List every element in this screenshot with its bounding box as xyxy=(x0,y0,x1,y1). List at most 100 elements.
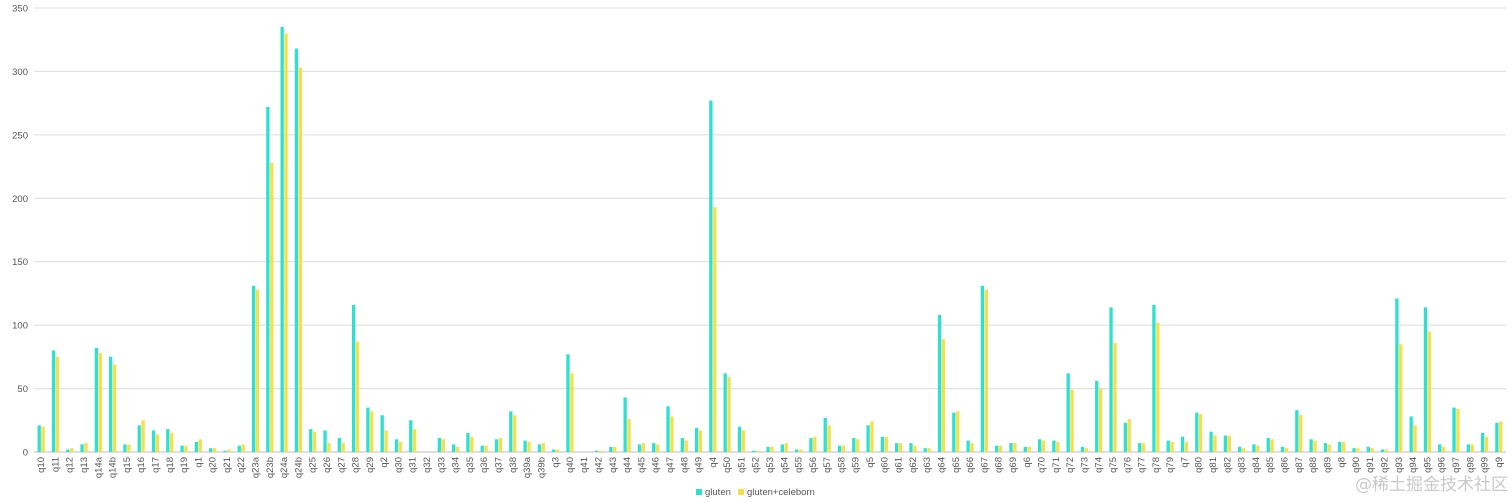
bar-gluten-celeborn xyxy=(784,443,788,452)
x-tick-label: q26 xyxy=(322,457,333,473)
x-tick-label: q43 xyxy=(608,457,619,473)
bar-gluten xyxy=(166,429,170,452)
x-tick-label: q87 xyxy=(1294,457,1305,473)
category-group xyxy=(652,443,660,452)
x-tick-label: q80 xyxy=(1194,457,1205,473)
category-group xyxy=(637,443,645,452)
category-group xyxy=(1052,440,1060,452)
bar-gluten-celeborn xyxy=(1356,448,1360,452)
x-tick-label: q45 xyxy=(636,457,647,473)
x-tick-label: q91 xyxy=(1365,457,1376,473)
x-tick-label: q92 xyxy=(1380,457,1391,473)
category-group xyxy=(1338,441,1346,452)
legend-label: gluten xyxy=(705,487,731,498)
bar-gluten-celeborn xyxy=(127,444,131,452)
category-group xyxy=(1209,431,1217,452)
category-group xyxy=(94,347,102,452)
x-tick-label: q23a xyxy=(251,456,262,478)
x-tick-label: q10 xyxy=(36,457,47,473)
bar-gluten xyxy=(1066,373,1070,452)
bar-gluten-celeborn xyxy=(470,436,474,452)
x-tick-label: q9 xyxy=(1494,457,1505,468)
x-tick-label: q72 xyxy=(1065,457,1076,473)
legend-label: gluten+celeborn xyxy=(747,487,815,498)
bar-gluten-celeborn xyxy=(741,430,746,452)
category-group xyxy=(209,448,217,452)
x-tick-label: q67 xyxy=(979,457,990,473)
bar-gluten xyxy=(80,444,84,452)
category-group xyxy=(266,106,274,452)
category-group xyxy=(609,446,617,452)
bar-gluten xyxy=(109,356,113,452)
bar-gluten-celeborn xyxy=(198,439,202,452)
x-tick-label: q52 xyxy=(751,457,762,473)
bar-gluten xyxy=(809,438,813,452)
bar-gluten xyxy=(51,350,56,452)
y-tick-label: 0 xyxy=(23,448,28,459)
bar-gluten-celeborn xyxy=(655,444,660,452)
bar-gluten-celeborn xyxy=(670,416,674,452)
category-group xyxy=(1366,446,1374,452)
x-tick-label: q85 xyxy=(1265,457,1276,473)
bar-gluten xyxy=(237,445,241,452)
category-group xyxy=(1452,407,1460,452)
x-tick-label: q88 xyxy=(1308,457,1319,473)
bar-gluten xyxy=(766,446,770,452)
x-tick-label: q17 xyxy=(150,457,161,473)
category-group xyxy=(852,438,860,452)
category-group xyxy=(1423,307,1431,452)
x-tick-label: q1 xyxy=(193,457,204,468)
bar-gluten xyxy=(1280,446,1285,452)
x-tick-label: q7 xyxy=(1179,457,1190,468)
category-group xyxy=(1309,439,1317,452)
bar-gluten-celeborn xyxy=(713,207,717,452)
bar-gluten xyxy=(909,443,913,452)
category-group xyxy=(823,417,831,452)
bar-gluten xyxy=(709,100,713,453)
bar-gluten-celeborn xyxy=(141,420,145,452)
category-group xyxy=(251,285,260,452)
category-group xyxy=(566,354,574,452)
legend-item-gluten[interactable]: gluten xyxy=(696,487,731,498)
bar-gluten-celeborn xyxy=(641,443,645,452)
bar-gluten xyxy=(980,285,985,452)
y-tick-label: 350 xyxy=(12,4,28,15)
category-group xyxy=(180,445,188,452)
bar-gluten-celeborn xyxy=(1256,445,1260,452)
bar-gluten-celeborn xyxy=(1070,389,1074,452)
x-tick-label: q95 xyxy=(1422,457,1433,473)
category-group xyxy=(1466,444,1474,452)
bar-gluten xyxy=(323,430,327,452)
bar-gluten xyxy=(1166,440,1170,452)
x-tick-label: q2 xyxy=(379,457,390,468)
category-group xyxy=(966,440,974,452)
bar-gluten xyxy=(923,448,927,452)
bar-gluten xyxy=(1395,298,1399,452)
category-group xyxy=(923,448,931,452)
x-tick-label: q75 xyxy=(1108,457,1119,473)
x-tick-label: q94 xyxy=(1408,457,1419,473)
bar-gluten-celeborn xyxy=(1456,408,1460,452)
category-group xyxy=(323,430,331,452)
bar-gluten xyxy=(852,438,856,452)
bar-gluten-celeborn xyxy=(270,162,274,452)
legend[interactable]: gluten gluten+celeborn xyxy=(696,487,815,498)
category-group xyxy=(1380,449,1389,452)
bar-gluten xyxy=(266,106,270,452)
bar-gluten-celeborn xyxy=(170,432,174,452)
x-tick-label: q13 xyxy=(79,457,90,473)
bar-gluten xyxy=(623,397,627,452)
category-group xyxy=(523,440,531,452)
category-group xyxy=(123,444,131,452)
legend-item-gluten-celeborn[interactable]: gluten+celeborn xyxy=(738,487,815,498)
bar-gluten-celeborn xyxy=(455,446,460,452)
bar-gluten-celeborn xyxy=(627,419,631,452)
x-tick-label: q12 xyxy=(65,457,76,473)
bar-gluten-celeborn xyxy=(1313,440,1317,452)
x-tick-label: q23b xyxy=(265,457,276,478)
bar-gluten xyxy=(880,436,885,452)
category-group xyxy=(1109,307,1117,452)
bar-gluten xyxy=(1366,446,1370,452)
bar-gluten xyxy=(66,449,70,452)
